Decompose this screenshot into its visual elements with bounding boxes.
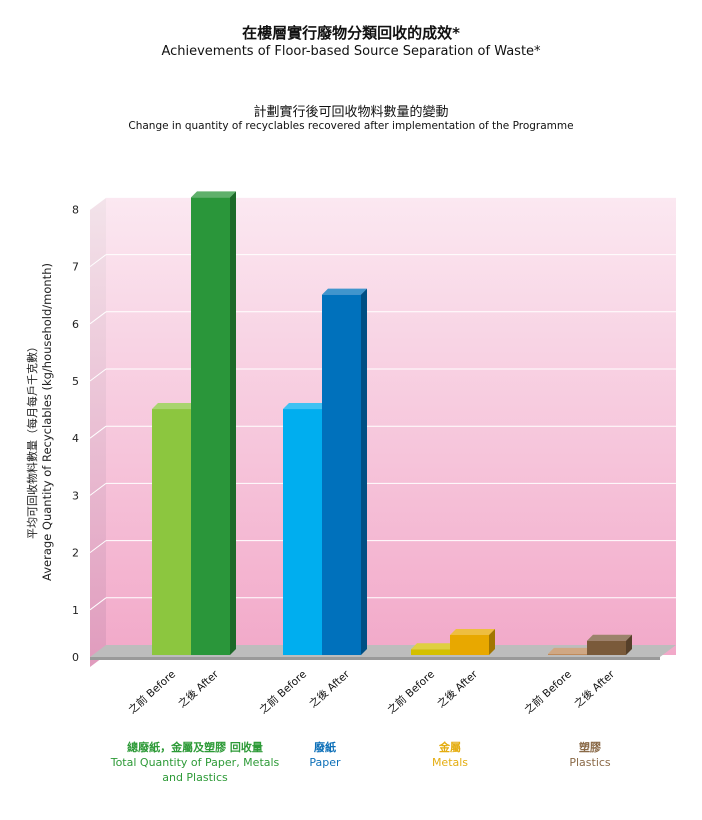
chart-subtitle-en: Change in quantity of recyclables recove… [128, 120, 574, 132]
gridline-side [89, 311, 107, 325]
bar-before-1-top [283, 403, 328, 410]
page-title-zh: 在樓層實行廢物分類回收的成效* [242, 24, 460, 42]
group-label-paper: 廢紙 Paper [270, 740, 380, 770]
group-label-total: 總廢紙，金屬及塑膠 回收量 Total Quantity of Paper, M… [110, 740, 280, 785]
y-tick-label: 4 [72, 432, 79, 445]
gridline-side [89, 540, 107, 553]
bar-after-3-side [626, 634, 632, 655]
group-label-metals-en: Metals [431, 756, 469, 769]
group-label-total-zh: 總廢紙，金屬及塑膠 回收量 [127, 741, 263, 754]
gridline-side [89, 196, 107, 210]
bar-before-2-front [411, 649, 450, 655]
group-label-paper-en: Paper [309, 756, 341, 769]
gridline-side [89, 368, 107, 382]
bar-after-3-top [587, 634, 632, 641]
y-tick-label: 1 [72, 604, 79, 617]
bar-before-2-top [411, 643, 456, 650]
x-tick-label-after: 之後 After [175, 667, 221, 710]
x-tick-label-before: 之前 Before [126, 668, 178, 717]
bar-after-1-front [322, 294, 361, 655]
group-label-metals-zh: 金屬 [439, 741, 461, 754]
y-tick-label: 5 [72, 375, 79, 388]
group-label-total-en: Total Quantity of Paper, Metals and Plas… [110, 756, 280, 784]
x-tick-label-before: 之前 Before [522, 668, 574, 717]
y-tick-label: 0 [72, 651, 79, 664]
bar-before-1-front [283, 409, 322, 655]
y-tick-label: 7 [72, 261, 79, 274]
chart-subtitle-zh: 計劃實行後可回收物料數量的變動 [253, 105, 449, 120]
chart-floor [90, 645, 676, 657]
y-tick-label: 2 [72, 547, 79, 560]
bar-before-0-top [152, 403, 197, 410]
gridline-side [89, 597, 107, 611]
x-tick-label-after: 之後 After [434, 667, 480, 710]
gridline-side [89, 425, 107, 439]
x-tick-label-before: 之前 Before [385, 668, 437, 717]
bar-after-0-front [191, 197, 230, 655]
group-label-metals: 金屬 Metals [400, 740, 500, 770]
bar-after-2-top [450, 628, 495, 635]
y-tick-label: 6 [72, 318, 79, 331]
group-label-plastics-zh: 塑膠 [579, 741, 601, 754]
gridline-side [89, 254, 107, 268]
y-tick-label: 8 [72, 203, 79, 216]
group-label-plastics: 塑膠 Plastics [540, 740, 640, 770]
bar-after-0-top [191, 191, 236, 198]
y-axis-label-en: Average Quantity of Recyclables (kg/hous… [40, 263, 54, 581]
bar-after-0-side [230, 191, 236, 655]
bar-after-3-front [587, 640, 626, 655]
x-tick-label-after: 之後 After [571, 667, 617, 710]
page-title-en: Achievements of Floor-based Source Separ… [161, 44, 541, 59]
y-axis-label-zh: 平均可回收物料數量（每月每戶千克數） [25, 341, 39, 539]
group-label-plastics-en: Plastics [569, 756, 611, 769]
y-tick-label: 3 [72, 489, 79, 502]
x-tick-label-before: 之前 Before [257, 668, 309, 717]
x-tick-label-after: 之後 After [306, 667, 352, 710]
bar-before-3-top [548, 647, 593, 654]
bar-after-1-top [322, 288, 367, 295]
bar-after-2-front [450, 634, 489, 655]
bar-after-1-side [361, 288, 367, 655]
gridline-side [89, 482, 107, 496]
bar-before-3-front [548, 653, 587, 655]
bar-after-2-side [489, 628, 495, 655]
chart-floor-edge [90, 657, 660, 660]
group-label-paper-zh: 廢紙 [314, 741, 336, 754]
bar-before-0-front [152, 409, 191, 655]
